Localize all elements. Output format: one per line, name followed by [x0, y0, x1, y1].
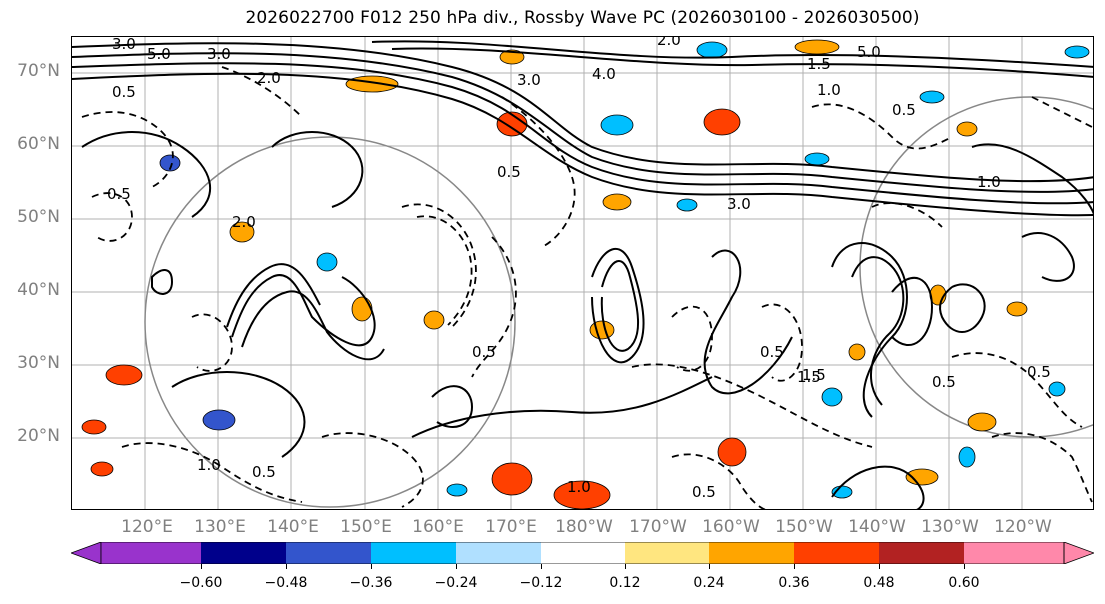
colorbar-bin: [201, 542, 286, 564]
contour-label: 1.0: [197, 456, 221, 474]
colorbar-extend-high: [1063, 542, 1094, 564]
lon-label: 140°E: [267, 517, 319, 537]
colorbar-bin: [964, 542, 1064, 564]
colorbar-label: −0.60: [179, 575, 223, 591]
solid-contours: [72, 40, 1093, 509]
map-canvas: 3.0 5.0 3.0 2.0 4.0 3.0 2.0 1.5 5.0 0.5 …: [72, 37, 1093, 509]
contour-label: 1.5: [802, 366, 826, 384]
lon-label: 120°E: [121, 517, 173, 537]
colorbar-bin: [101, 542, 201, 564]
contour-labels: 3.0 5.0 3.0 2.0 4.0 3.0 2.0 1.5 5.0 0.5 …: [107, 37, 1051, 501]
colorbar-label: 0.60: [948, 575, 980, 591]
lat-label-30n: 30°N: [17, 353, 60, 373]
colorbar: [71, 542, 1094, 564]
contour-label: 3.0: [727, 195, 751, 213]
colorbar-tick: [286, 564, 287, 569]
contour-label: 2.0: [657, 37, 681, 49]
contour-label: 0.5: [692, 483, 716, 501]
colorbar-bin: [625, 542, 709, 564]
contour-label: 2.0: [257, 69, 281, 87]
lat-label-60n: 60°N: [17, 134, 60, 154]
lon-label: 130°W: [921, 517, 979, 537]
colorbar-tick: [879, 564, 880, 569]
contour-label: 1.0: [567, 478, 591, 496]
contour-label: 0.5: [472, 343, 496, 361]
colorbar-label: 0.48: [863, 575, 895, 591]
colorbar-bin: [371, 542, 456, 564]
lon-label: 130°E: [194, 517, 246, 537]
contour-label: 0.5: [932, 373, 956, 391]
colorbar-frame: [100, 542, 1065, 564]
lon-label: 120°W: [994, 517, 1052, 537]
colorbar-bin: [879, 542, 964, 564]
colorbar-label: −0.36: [349, 575, 393, 591]
lon-label: 150°W: [775, 517, 833, 537]
colorbar-label: −0.12: [519, 575, 563, 591]
contour-label: 2.0: [232, 213, 256, 231]
lat-label-20n: 20°N: [17, 426, 60, 446]
contour-label: 0.5: [892, 101, 916, 119]
contour-label: 0.5: [497, 163, 521, 181]
contour-label: 5.0: [147, 45, 171, 63]
contour-label: 0.5: [760, 343, 784, 361]
contour-label: 0.5: [252, 463, 276, 481]
lon-label: 170°E: [485, 517, 537, 537]
colorbar-label: 0.12: [609, 575, 641, 591]
contour-label: 3.0: [112, 37, 136, 53]
lon-label: 160°W: [702, 517, 760, 537]
contour-label: 0.5: [107, 185, 131, 203]
dashed-contours: [81, 66, 1093, 509]
lon-label: 170°W: [629, 517, 687, 537]
contour-label: 0.5: [1027, 363, 1051, 381]
colorbar-tick: [709, 564, 710, 569]
colorbar-extend-low: [71, 542, 102, 564]
contour-label: 1.5: [807, 55, 831, 73]
graticule: [72, 37, 1093, 509]
colorbar-label: 0.36: [778, 575, 810, 591]
colorbar-label: 0.24: [693, 575, 725, 591]
colorbar-tick: [541, 564, 542, 569]
colorbar-tick: [371, 564, 372, 569]
colorbar-bin: [794, 542, 879, 564]
colorbar-bin: [286, 542, 371, 564]
colorbar-tick: [964, 564, 965, 569]
contour-label: 3.0: [207, 45, 231, 63]
contour-label: 0.5: [112, 83, 136, 101]
colorbar-bin: [709, 542, 794, 564]
contour-label: 4.0: [592, 65, 616, 83]
lon-label: 180°W: [555, 517, 613, 537]
contour-label: 5.0: [857, 43, 881, 61]
lon-label: 150°E: [340, 517, 392, 537]
contour-label: 1.0: [817, 81, 841, 99]
contour-label: 3.0: [517, 71, 541, 89]
map-title: 2026022700 F012 250 hPa div., Rossby Wav…: [245, 8, 920, 28]
colorbar-label: −0.48: [264, 575, 308, 591]
colorbar-tick: [201, 564, 202, 569]
colorbar-tick: [456, 564, 457, 569]
contour-label: 1.0: [977, 173, 1001, 191]
contour-label: 1.5: [797, 368, 821, 386]
lat-label-50n: 50°N: [17, 207, 60, 227]
colorbar-tick: [625, 564, 626, 569]
lat-label-40n: 40°N: [17, 280, 60, 300]
lon-label: 160°E: [412, 517, 464, 537]
divergence-shading: [81, 39, 1090, 509]
colorbar-tick: [794, 564, 795, 569]
colorbar-label: −0.24: [434, 575, 478, 591]
lon-label: 140°W: [848, 517, 906, 537]
colorbar-bin: [456, 542, 541, 564]
reference-circles: [144, 96, 1093, 508]
lat-label-70n: 70°N: [17, 61, 60, 81]
map-panel[interactable]: 3.0 5.0 3.0 2.0 4.0 3.0 2.0 1.5 5.0 0.5 …: [71, 36, 1094, 510]
colorbar-bin: [541, 542, 625, 564]
